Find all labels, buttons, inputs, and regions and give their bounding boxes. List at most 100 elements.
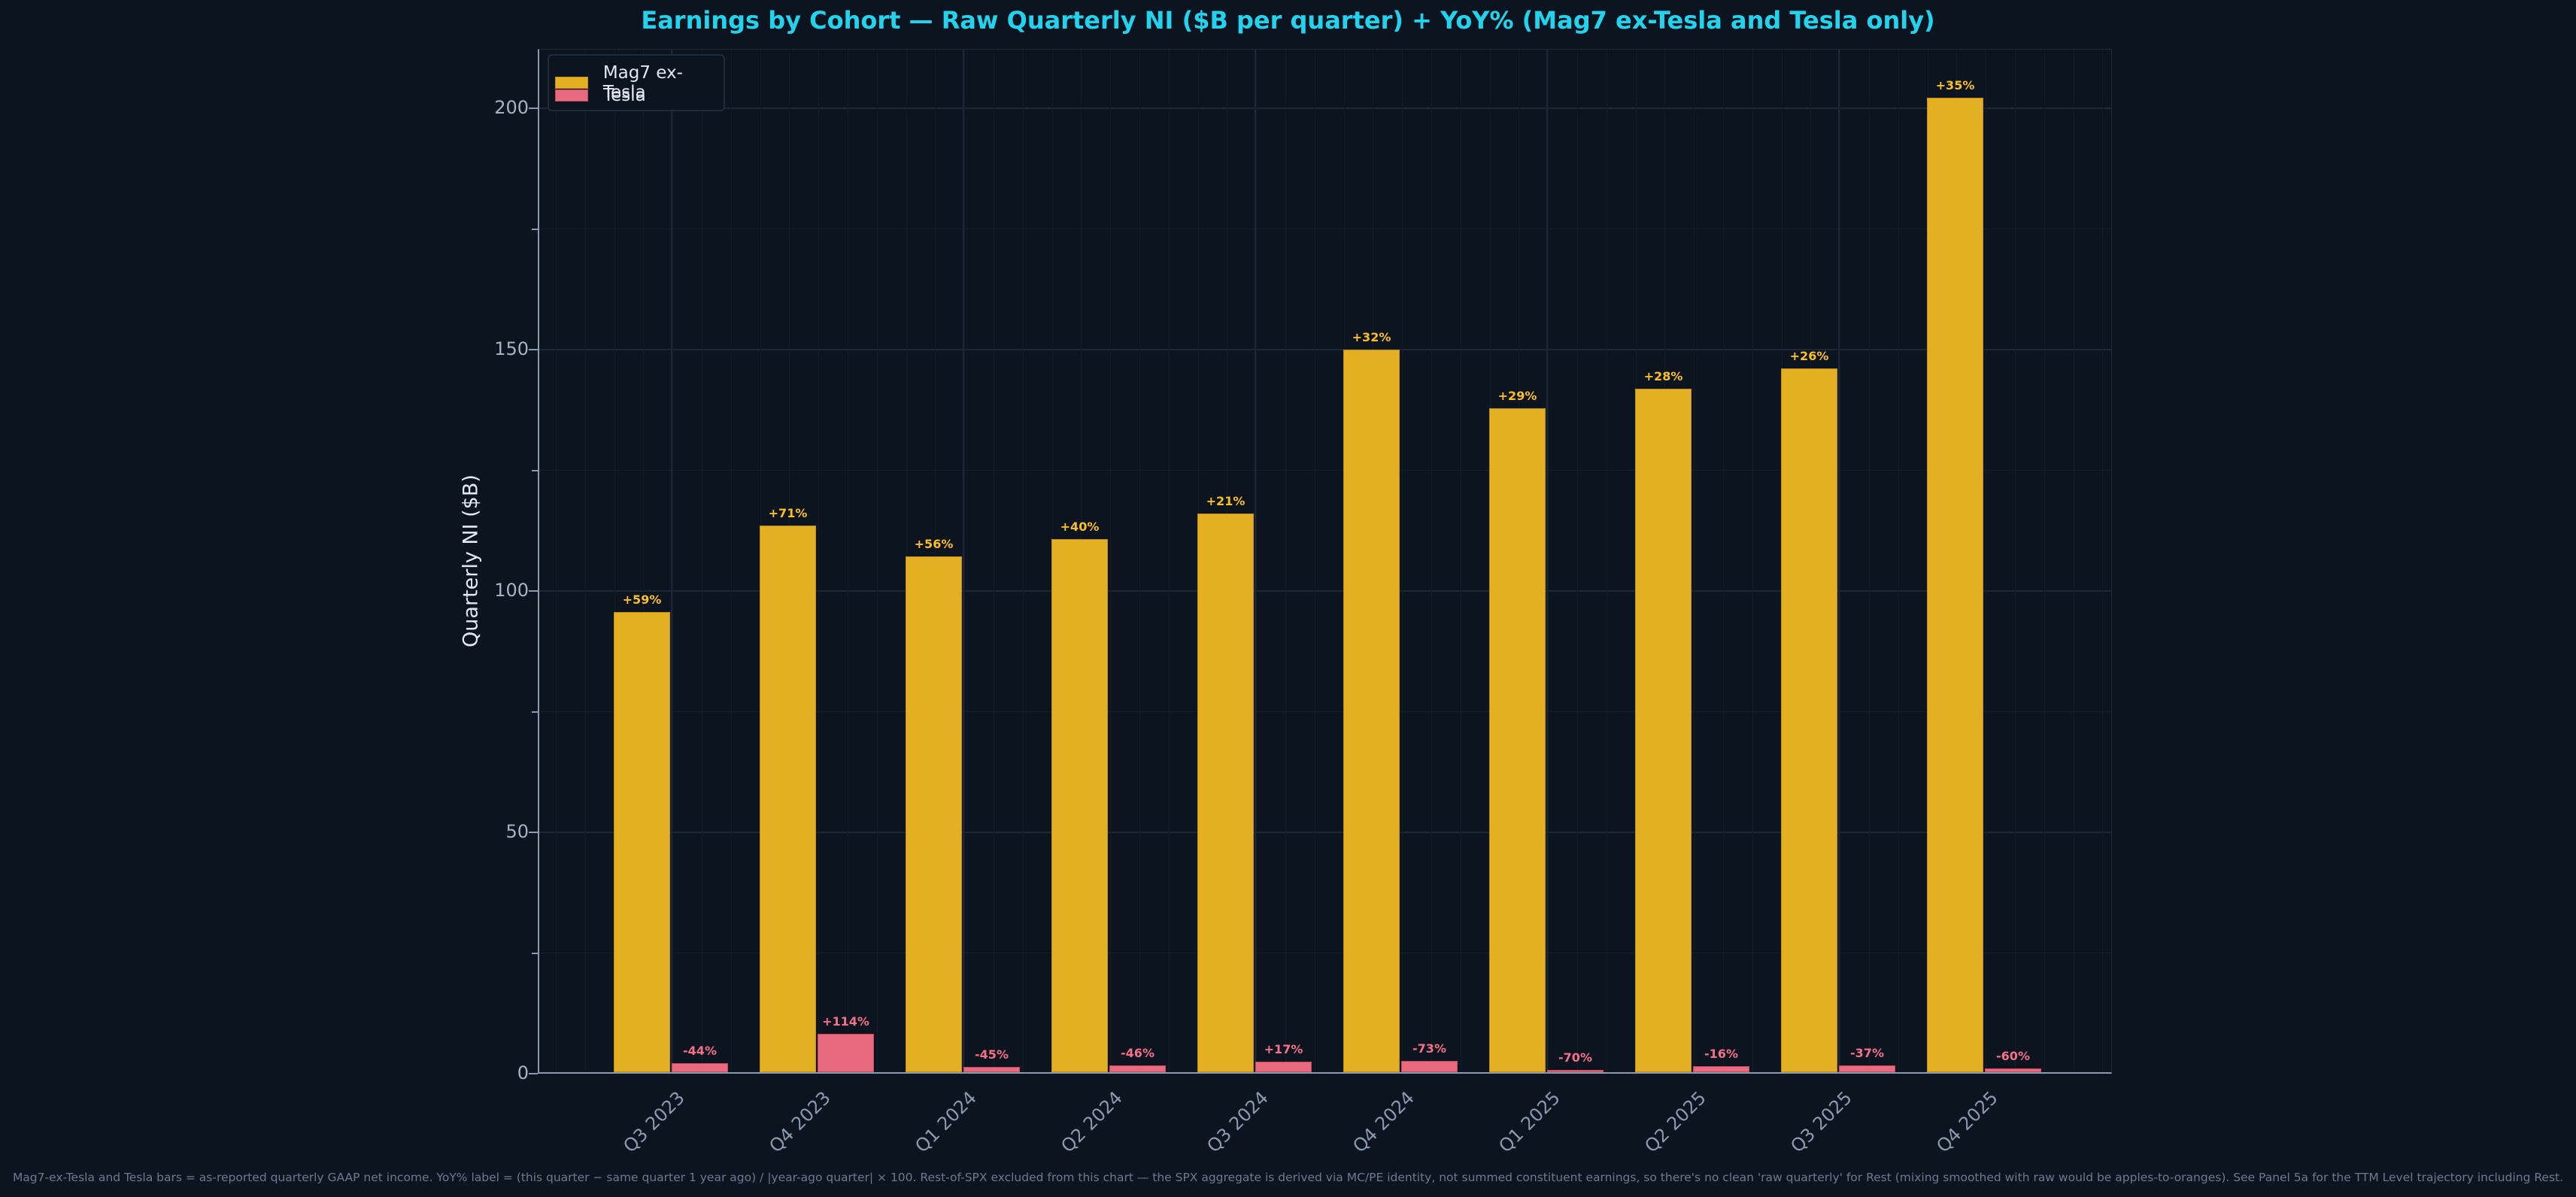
yoy-label: -37%: [1850, 1046, 1884, 1060]
x-tick-label: Q3 2023: [619, 1087, 689, 1157]
y-tick-label: 100: [494, 580, 529, 602]
yoy-label: -73%: [1412, 1041, 1446, 1056]
y-minor-tick: [532, 469, 538, 471]
bar-tesla-q1-2024: [963, 1066, 1020, 1072]
grid-line: [539, 832, 2111, 833]
yoy-label: +59%: [622, 592, 662, 607]
x-tick-label: Q1 2025: [1494, 1087, 1564, 1157]
grid-line-vertical-minor: [643, 50, 645, 1072]
grid-line: [539, 108, 2111, 110]
bar-tesla-q4-2023: [818, 1034, 874, 1072]
grid-line-vertical-minor: [1168, 50, 1170, 1072]
bar-tesla-q3-2025: [1839, 1065, 1895, 1072]
legend-label-mag7: Mag7 ex-Tesla: [602, 63, 683, 102]
grid-line-vertical: [1838, 50, 1840, 1072]
grid-line-vertical-minor: [1548, 50, 1549, 1072]
yoy-label: +29%: [1497, 388, 1537, 403]
yoy-label: -46%: [1121, 1046, 1154, 1060]
bar-mag7-q1-2024: [906, 556, 962, 1072]
legend-item-tesla: Tesla: [555, 86, 646, 105]
grid-line-vertical: [671, 50, 672, 1072]
bar-tesla-q2-2024: [1109, 1065, 1166, 1072]
grid-line-minor: [539, 469, 2111, 471]
y-tick-label: 150: [494, 338, 529, 360]
yoy-label: +28%: [1643, 368, 1683, 383]
y-minor-tick: [532, 228, 538, 230]
grid-line-vertical-minor: [584, 50, 586, 1072]
grid-line-vertical: [1546, 50, 1548, 1072]
grid-line-vertical-minor: [1110, 50, 1112, 1072]
yoy-label: +17%: [1264, 1041, 1303, 1056]
bar-mag7-q2-2025: [1635, 388, 1692, 1072]
legend: Mag7 ex-Tesla Tesla: [548, 54, 725, 111]
y-minor-tick: [532, 952, 538, 954]
legend-swatch-tesla: [555, 89, 588, 102]
yoy-label: +35%: [1935, 77, 1975, 92]
yoy-label: -45%: [975, 1047, 1009, 1062]
grid-line-vertical-minor: [1139, 50, 1140, 1072]
grid-line-vertical-minor: [2015, 50, 2016, 1072]
x-tick-label: Q2 2025: [1640, 1087, 1710, 1157]
grid-line-vertical-minor: [556, 50, 557, 1072]
grid-line: [539, 349, 2111, 351]
y-minor-tick: [532, 711, 538, 713]
grid-line-vertical-minor: [1285, 50, 1286, 1072]
yoy-label: -16%: [1704, 1047, 1738, 1062]
yoy-label: +21%: [1206, 493, 1246, 508]
x-tick-label: Q1 2024: [911, 1087, 981, 1157]
grid-line-vertical-minor: [1256, 50, 1258, 1072]
yoy-label: -60%: [1996, 1048, 2030, 1063]
x-tick-label: Q3 2025: [1786, 1087, 1856, 1157]
bar-tesla-q2-2025: [1693, 1066, 1749, 1072]
x-tick-label: Q4 2025: [1932, 1087, 2002, 1157]
y-tick-label: 0: [517, 1062, 529, 1083]
grid-line-vertical: [1255, 50, 1256, 1072]
grid-line-vertical-minor: [1431, 50, 1432, 1072]
grid-line-vertical-minor: [1723, 50, 1724, 1072]
bar-mag7-q1-2025: [1489, 408, 1546, 1072]
y-major-tick: [529, 108, 538, 110]
y-axis-label: Quarterly NI ($B): [459, 474, 483, 647]
grid-line-vertical-minor: [2044, 50, 2045, 1072]
plot-area: 0 50 100 150 200 +59% -44% +71% +114% +56% -45% +40…: [494, 49, 2112, 1083]
yoy-label: +56%: [914, 537, 954, 552]
grid-line-vertical-minor: [1869, 50, 1870, 1072]
grid-line-vertical-minor: [2102, 50, 2104, 1072]
grid-line-vertical-minor: [1577, 50, 1578, 1072]
bar-mag7-q4-2025: [1927, 97, 1983, 1072]
grid-line-vertical-minor: [614, 50, 615, 1072]
bar-mag7-q3-2025: [1781, 368, 1837, 1072]
grid-line-vertical-minor: [672, 50, 674, 1072]
grid-line-vertical-minor: [964, 50, 966, 1072]
yoy-label: +71%: [768, 506, 808, 521]
bar-tesla-q4-2024: [1401, 1061, 1458, 1072]
chart-title: Earnings by Cohort — Raw Quarterly NI ($…: [641, 6, 1935, 35]
yoy-label: +114%: [822, 1014, 869, 1029]
grid-line-vertical-minor: [1022, 50, 1024, 1072]
grid-line-vertical-minor: [876, 50, 878, 1072]
bar-tesla-q3-2023: [672, 1063, 728, 1072]
bar-mag7-q4-2023: [760, 526, 816, 1072]
bar-tesla-q4-2025: [1985, 1068, 2041, 1072]
y-major-tick: [529, 590, 538, 592]
footnote: Mag7-ex-Tesla and Tesla bars = as-report…: [12, 1171, 2564, 1184]
yoy-label: -44%: [683, 1044, 717, 1059]
bar-tesla-q3-2024: [1255, 1061, 1312, 1072]
legend-item-mag7: Mag7 ex-Tesla: [555, 63, 724, 102]
grid-line-vertical-minor: [818, 50, 820, 1072]
grid-line-vertical-minor: [1752, 50, 1753, 1072]
x-tick-label: Q3 2024: [1203, 1087, 1273, 1157]
legend-swatch-mag7: [555, 77, 588, 89]
x-tick-label: Q4 2023: [765, 1087, 835, 1157]
y-tick-label: 200: [494, 97, 529, 119]
bar-mag7-q3-2024: [1197, 513, 1254, 1072]
y-tick-label: 50: [505, 821, 529, 842]
grid-line-vertical: [963, 50, 964, 1072]
grid-line: [539, 590, 2111, 592]
grid-line-minor: [539, 711, 2111, 712]
grid-line-vertical-minor: [1694, 50, 1695, 1072]
bar-mag7-q4-2024: [1343, 349, 1400, 1072]
grid-line-vertical-minor: [730, 50, 732, 1072]
legend-label-tesla: Tesla: [603, 86, 646, 105]
grid-line-vertical-minor: [1402, 50, 1403, 1072]
